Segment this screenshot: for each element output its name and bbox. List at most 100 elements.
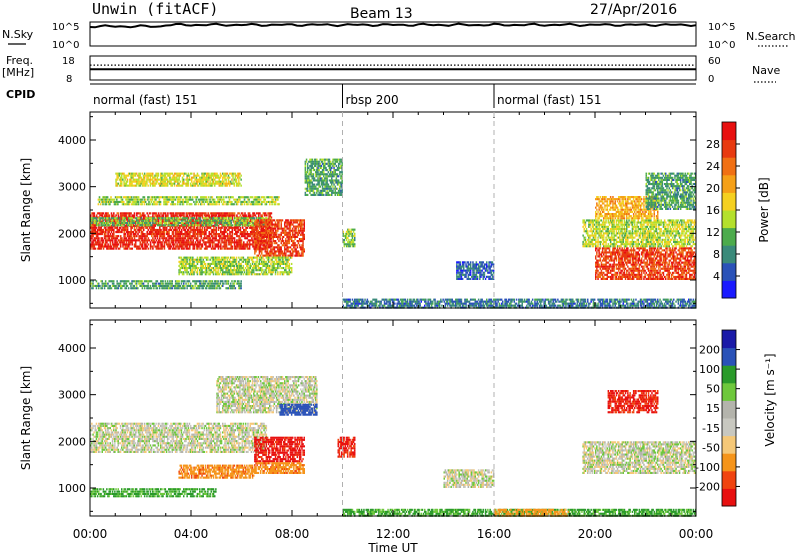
heatmap-cell (130, 233, 132, 236)
heatmap-cell (233, 214, 236, 217)
heatmap-cell (271, 250, 273, 253)
heatmap-cell (238, 178, 240, 181)
heatmap-cell (239, 176, 241, 179)
heatmap-cell (228, 247, 230, 250)
heatmap-cell (230, 214, 232, 217)
heatmap-cell (285, 229, 287, 232)
heatmap-cell (156, 245, 159, 248)
heatmap-cell (167, 214, 169, 217)
heatmap-cell (294, 233, 296, 236)
heatmap-cell (165, 243, 168, 246)
heatmap-cell (142, 228, 145, 231)
heatmap-cell (280, 248, 282, 251)
heatmap-cell (212, 243, 214, 246)
heatmap-cell (141, 241, 144, 244)
heatmap-cell (288, 269, 291, 272)
heatmap-cell (225, 241, 228, 244)
heatmap-cell (95, 217, 98, 220)
heatmap-cell (149, 245, 152, 248)
heatmap-cell (208, 243, 211, 246)
heatmap-cell (159, 233, 161, 236)
heatmap-cell (178, 233, 181, 236)
heatmap-cell (143, 178, 146, 181)
heatmap-cell (203, 203, 205, 206)
heatmap-cell (161, 222, 163, 225)
heatmap-cell (177, 241, 179, 244)
heatmap-cell (259, 223, 262, 226)
heatmap-cell (100, 245, 102, 248)
heatmap-cell (165, 231, 168, 234)
heatmap-cell (121, 212, 123, 215)
heatmap-cell (218, 212, 221, 215)
heatmap-cell (165, 239, 168, 242)
heatmap-cell (270, 254, 272, 257)
heatmap-cell (138, 178, 140, 181)
heatmap-cell (172, 241, 175, 244)
heatmap-cell (259, 244, 262, 247)
heatmap-cell (150, 287, 153, 290)
heatmap-cell (147, 214, 150, 217)
heatmap-cell (224, 245, 227, 248)
heatmap-cell (209, 218, 212, 221)
heatmap-cell (240, 264, 242, 267)
heatmap-cell (210, 239, 213, 242)
heatmap-cell (267, 240, 270, 243)
heatmap-cell (117, 218, 120, 221)
heatmap-cell (303, 225, 305, 228)
heatmap-cell (124, 237, 127, 240)
heatmap-cell (182, 214, 184, 217)
heatmap-cell (165, 233, 168, 236)
heatmap-cell (197, 235, 199, 238)
heatmap-cell (132, 224, 135, 227)
heatmap-cell (285, 269, 287, 272)
heatmap-cell (288, 273, 291, 276)
heatmap-cell (142, 224, 145, 227)
heatmap-cell (101, 237, 104, 240)
heatmap-cell (113, 214, 115, 217)
heatmap-cell (141, 233, 144, 236)
heatmap-cell (117, 247, 120, 250)
heatmap-cell (189, 241, 191, 244)
heatmap-cell (97, 203, 100, 206)
heatmap-cell (149, 203, 151, 206)
heatmap-cell (209, 243, 212, 246)
heatmap-cell (186, 245, 189, 248)
heatmap-cell (155, 212, 158, 215)
heatmap-cell (225, 178, 227, 181)
heatmap-cell (129, 237, 131, 240)
heatmap-cell (108, 239, 110, 242)
heatmap-cell (303, 250, 305, 253)
heatmap-cell (172, 235, 175, 238)
heatmap-cell (128, 231, 130, 234)
heatmap-cell (107, 228, 109, 231)
heatmap-cell (170, 214, 173, 217)
heatmap-cell (150, 200, 153, 203)
heatmap-cell (217, 239, 220, 242)
heatmap-cell (228, 184, 231, 187)
heatmap-cell (189, 237, 191, 240)
heatmap-cell (138, 237, 140, 240)
heatmap-cell (284, 246, 286, 249)
heatmap-cell (175, 239, 177, 242)
heatmap-cell (298, 244, 301, 247)
heatmap-cell (161, 231, 163, 234)
heatmap-cell (147, 218, 150, 221)
heatmap-cell (194, 269, 196, 272)
heatmap-cell (209, 233, 212, 236)
cpid-segment-label: normal (fast) 151 (497, 93, 601, 107)
heatmap-cell (102, 241, 105, 244)
heatmap-cell (243, 269, 246, 272)
heatmap-cell (164, 241, 167, 244)
heatmap-cell (224, 214, 227, 217)
heatmap-cell (246, 243, 249, 246)
heatmap-cell (100, 214, 102, 217)
heatmap-cell (289, 246, 292, 249)
heatmap-cell (153, 219, 155, 222)
heatmap-cell (232, 174, 234, 177)
heatmap-cell (218, 200, 220, 203)
heatmap-cell (282, 235, 285, 238)
heatmap-cell (151, 198, 154, 201)
heatmap-cell (126, 216, 129, 219)
heatmap-cell (190, 243, 192, 246)
heatmap-cell (230, 221, 232, 224)
